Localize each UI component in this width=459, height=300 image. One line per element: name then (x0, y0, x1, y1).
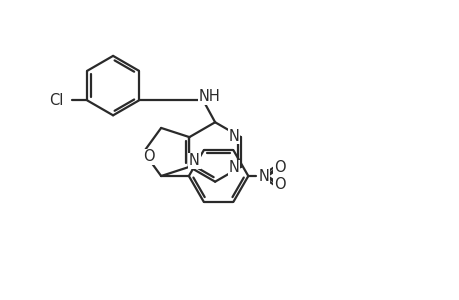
Text: O: O (142, 149, 154, 164)
Text: O: O (274, 177, 285, 192)
Text: N: N (228, 160, 239, 175)
Text: O: O (274, 160, 285, 175)
Text: N: N (228, 129, 239, 144)
Text: Cl: Cl (49, 93, 63, 108)
Text: N: N (258, 169, 269, 184)
Text: N: N (189, 153, 199, 168)
Text: NH: NH (198, 89, 219, 104)
